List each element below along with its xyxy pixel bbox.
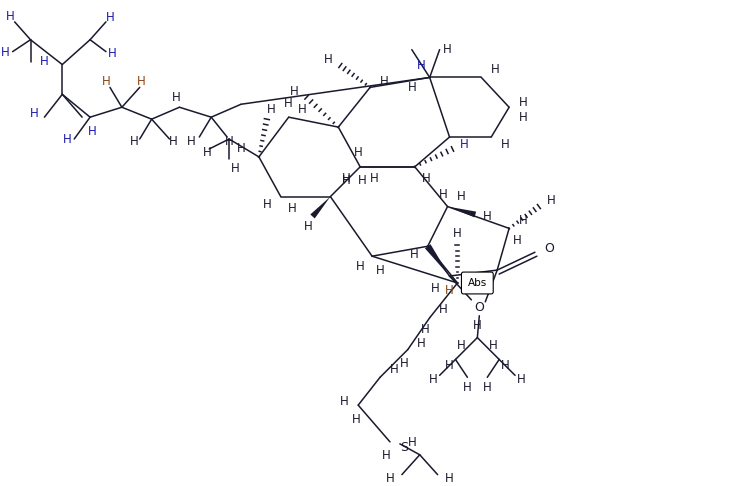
Text: H: H (546, 194, 555, 207)
Text: H: H (429, 373, 438, 386)
Text: H: H (352, 413, 360, 426)
Text: H: H (88, 124, 97, 138)
Text: H: H (431, 282, 440, 295)
Text: H: H (130, 135, 138, 147)
Text: H: H (203, 146, 212, 159)
Polygon shape (425, 244, 450, 276)
Text: H: H (445, 359, 454, 372)
Text: H: H (463, 381, 472, 394)
Text: H: H (473, 319, 482, 332)
Text: H: H (500, 359, 509, 372)
Polygon shape (447, 207, 476, 217)
Text: H: H (105, 11, 114, 24)
Text: H: H (385, 472, 394, 485)
FancyBboxPatch shape (461, 272, 493, 294)
Text: H: H (288, 202, 297, 215)
Text: H: H (408, 81, 416, 94)
Text: H: H (445, 284, 454, 297)
Text: H: H (439, 188, 448, 201)
Text: H: H (513, 234, 522, 247)
Text: O: O (475, 301, 484, 314)
Text: H: H (342, 174, 351, 187)
Text: H: H (342, 172, 351, 185)
Text: H: H (376, 263, 385, 277)
Text: H: H (262, 198, 271, 211)
Text: H: H (417, 59, 426, 72)
Text: H: H (457, 190, 466, 203)
Text: H: H (137, 75, 146, 88)
Polygon shape (310, 197, 330, 219)
Text: H: H (519, 214, 528, 227)
Text: H: H (422, 323, 430, 336)
Text: H: H (172, 91, 181, 104)
Text: H: H (1, 46, 10, 59)
Text: H: H (445, 472, 454, 485)
Text: H: H (453, 227, 462, 240)
Text: H: H (439, 303, 448, 316)
Text: H: H (298, 103, 307, 116)
Text: H: H (357, 174, 366, 187)
Text: H: H (370, 172, 378, 185)
Text: H: H (102, 75, 111, 88)
Text: H: H (169, 135, 178, 147)
Text: H: H (489, 339, 497, 352)
Text: H: H (354, 146, 363, 159)
Text: H: H (491, 63, 500, 76)
Text: H: H (422, 172, 431, 185)
Text: H: H (340, 395, 349, 408)
Text: H: H (7, 10, 15, 23)
Text: H: H (267, 103, 275, 116)
Text: H: H (500, 139, 509, 152)
Text: H: H (443, 43, 452, 56)
Text: H: H (519, 111, 528, 123)
Text: Abs: Abs (468, 278, 487, 288)
Text: H: H (517, 373, 525, 386)
Text: S: S (400, 441, 408, 454)
Text: O: O (544, 242, 553, 255)
Text: H: H (290, 85, 299, 98)
Text: H: H (390, 363, 398, 376)
Text: H: H (399, 357, 408, 370)
Text: H: H (408, 436, 416, 450)
Text: H: H (304, 220, 313, 233)
Text: H: H (231, 162, 240, 175)
Text: H: H (63, 133, 71, 145)
Text: H: H (30, 107, 39, 120)
Text: H: H (108, 47, 116, 60)
Text: H: H (519, 96, 528, 109)
Text: H: H (237, 142, 245, 156)
Text: H: H (187, 135, 196, 147)
Text: H: H (324, 53, 333, 66)
Text: H: H (356, 260, 365, 273)
Text: H: H (382, 449, 391, 462)
Text: H: H (483, 381, 492, 394)
Text: H: H (457, 339, 466, 352)
Text: H: H (483, 210, 492, 223)
Text: H: H (380, 75, 388, 88)
Text: H: H (225, 135, 234, 147)
Text: H: H (460, 139, 469, 152)
Text: H: H (410, 248, 418, 260)
Text: H: H (40, 55, 49, 68)
Text: H: H (417, 337, 426, 350)
Text: H: H (284, 97, 293, 110)
